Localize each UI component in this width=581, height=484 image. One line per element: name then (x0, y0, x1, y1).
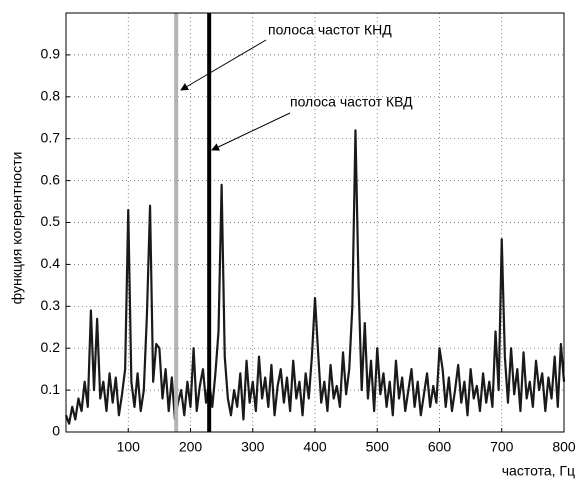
y-tick-label: 0.7 (41, 129, 61, 145)
x-tick-label: 500 (366, 439, 390, 455)
annotation-arrow (211, 112, 291, 151)
data-line (64, 129, 566, 425)
y-tick-label: 0.9 (41, 46, 61, 62)
y-tick-label: 0.1 (41, 381, 61, 397)
x-tick-label: 200 (179, 439, 203, 455)
x-tick-label: 700 (490, 439, 514, 455)
y-tick-label: 0 (52, 423, 60, 439)
x-tick-label: 100 (117, 439, 141, 455)
x-tick-label: 600 (428, 439, 452, 455)
x-tick-label: 800 (552, 439, 576, 455)
y-tick-label: 0.8 (41, 88, 61, 104)
x-tick-label: 300 (241, 439, 265, 455)
y-axis-label: функция когерентности (9, 152, 25, 305)
y-tick-label: 0.5 (41, 213, 61, 229)
annotation: полоса частот КНД (268, 22, 392, 38)
y-tick-label: 0.2 (41, 339, 61, 355)
annotation-arrow (180, 39, 267, 91)
y-tick-label: 0.4 (41, 255, 61, 271)
x-axis-label: частота, Гц (502, 463, 575, 479)
y-tick-label: 0.3 (41, 297, 61, 313)
y-tick-label: 0.6 (41, 171, 61, 187)
x-tick-label: 400 (303, 439, 327, 455)
plot-frame (65, 12, 565, 433)
annotation: полоса частот КВД (290, 94, 413, 110)
